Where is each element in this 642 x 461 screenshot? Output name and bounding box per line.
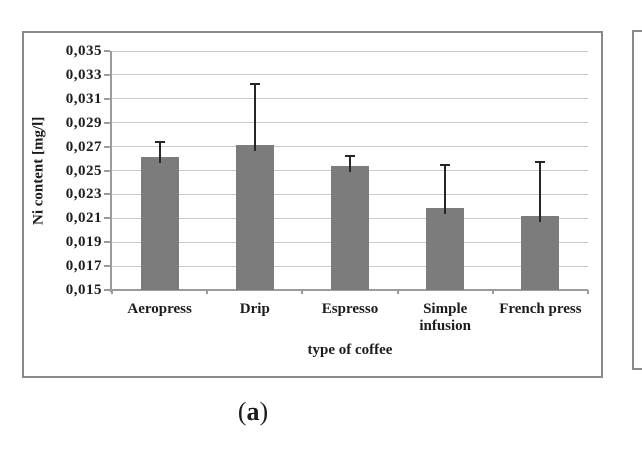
y-tick-label: 0,017 [65, 258, 102, 275]
y-tick-label: 0,015 [65, 282, 102, 298]
error-bar-whisker-drip [253, 84, 256, 152]
gridline [112, 122, 588, 124]
gridline [112, 146, 588, 148]
x-axis-tick [587, 290, 589, 294]
error-bar-cap-drip [249, 83, 260, 86]
chart-panel-a: Ni content [mg/l] type of coffee 0,015 0,… [22, 31, 603, 378]
y-axis-tick [104, 121, 110, 124]
y-tick-label: 0,025 [65, 162, 102, 179]
y-tick-label: 0,035 [65, 43, 102, 59]
y-tick-label: 0,021 [65, 210, 102, 227]
gridline [112, 74, 588, 76]
y-tick-label: 0,029 [65, 114, 102, 131]
gridline [112, 50, 588, 52]
adjacent-panel-b-edge [632, 30, 642, 370]
x-axis-tick [301, 290, 304, 294]
y-axis-tick [104, 50, 110, 52]
y-tick-label: 0,023 [65, 186, 102, 203]
y-tick-label: 0,027 [65, 138, 102, 155]
category-label-espresso: Espresso [321, 301, 379, 317]
y-axis-line [110, 51, 112, 292]
error-bar-whisker-french-press [539, 162, 542, 222]
y-tick-label: 0,019 [65, 234, 102, 251]
error-bar-whisker-aeropress [158, 141, 161, 164]
error-bar-cap-aeropress [154, 140, 165, 143]
y-axis-tick [104, 289, 110, 291]
bar-aeropress [140, 157, 179, 290]
x-axis-tick [491, 290, 494, 294]
gridline [112, 98, 588, 100]
y-axis-tick [104, 265, 110, 268]
category-label-french-press: French press [499, 301, 582, 317]
y-axis-tick [104, 145, 110, 148]
x-axis-tick [206, 290, 209, 294]
y-axis-tick [104, 193, 110, 196]
x-axis-tick [111, 290, 113, 294]
y-axis-tick [104, 169, 110, 172]
bar-simple-infusion [426, 207, 465, 290]
subfigure-caption: (a) [221, 397, 285, 427]
bar-drip [235, 145, 274, 290]
x-axis-title: type of coffee [307, 342, 393, 358]
x-axis-line [110, 289, 588, 291]
error-bar-whisker-simple-infusion [444, 164, 447, 214]
caption-open-paren: ( [237, 397, 247, 426]
caption-close-paren: ) [259, 397, 269, 426]
y-axis-tick [104, 73, 110, 76]
error-bar-whisker-espresso [349, 156, 351, 172]
error-bar-cap-french-press [535, 161, 546, 164]
y-axis-tick [104, 97, 110, 100]
y-axis-tick [104, 241, 110, 244]
y-tick-label: 0,033 [65, 66, 102, 83]
y-axis-tick [104, 217, 110, 220]
bar-french-press [521, 215, 560, 290]
y-tick-label: 0,031 [65, 90, 102, 107]
caption-letter: a [246, 397, 260, 426]
category-label-simple-infusion: Simple infusion [419, 301, 472, 334]
category-label-aeropress: Aeropress [127, 301, 192, 317]
error-bar-cap-simple-infusion [440, 163, 451, 166]
error-bar-cap-espresso [345, 155, 355, 158]
x-axis-tick [396, 290, 399, 294]
plot-area [104, 50, 589, 294]
bar-espresso [331, 165, 369, 290]
category-label-drip: Drip [239, 301, 270, 317]
